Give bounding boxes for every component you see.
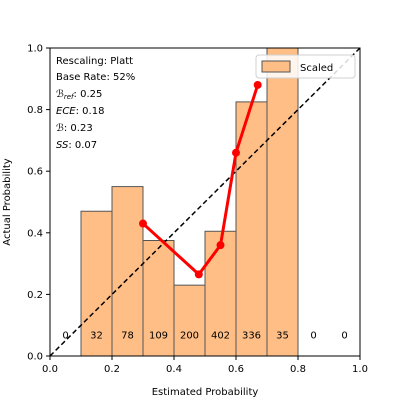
bar-bin-3 [142, 240, 175, 357]
bref-symbol: ℬ [56, 89, 64, 100]
bin-count-labels: 0 32 78 109 200 402 336 35 0 0 [62, 330, 347, 341]
bin-count-5: 402 [211, 330, 230, 341]
curve-point-2 [216, 241, 225, 250]
y-axis-ticks: 0.0 0.2 0.4 0.6 0.8 1.0 [27, 44, 50, 363]
ece-symbol: ECE [56, 106, 76, 117]
ece-value: : 0.18 [76, 106, 105, 117]
ss-symbol: SS [56, 140, 69, 151]
legend-swatch-scaled [261, 60, 291, 73]
x-tick-label-3: 0.6 [228, 364, 244, 375]
y-tick-label-1: 0.2 [27, 290, 43, 301]
legend-label-scaled: Scaled [300, 63, 333, 74]
bref-text: ℬref: 0.25 [56, 89, 102, 101]
curve-point-4 [253, 80, 262, 89]
diagonal-reference [49, 47, 361, 357]
base-rate-text: Base Rate: 52% [56, 72, 135, 83]
curve-point-3 [232, 148, 240, 157]
y-tick-label-5: 1.0 [27, 44, 43, 55]
bar-bin-4 [173, 284, 206, 357]
bar-bin-2 [111, 186, 144, 357]
diagonal-line [49, 47, 361, 357]
x-tick-label-4: 0.8 [290, 364, 306, 375]
y-axis-label: Actual Probability [2, 158, 13, 245]
x-tick-label-0: 0.0 [42, 364, 58, 375]
x-axis-ticks: 0.0 0.2 0.4 0.6 0.8 1.0 [42, 356, 368, 375]
x-axis-label: Estimated Probability [152, 387, 259, 398]
y-tick-label-2: 0.4 [27, 228, 43, 239]
brier-value: : 0.23 [64, 123, 93, 134]
bin-count-9: 0 [341, 330, 347, 341]
bin-count-3: 109 [149, 330, 168, 341]
bref-subscript: ref [64, 93, 75, 101]
bin-count-4: 200 [180, 330, 199, 341]
bref-value: : 0.25 [74, 89, 103, 100]
brier-symbol: ℬ [56, 123, 64, 134]
calibration-curve [139, 80, 262, 279]
bin-count-6: 336 [242, 330, 261, 341]
curve-point-1 [194, 270, 203, 279]
axes-frame [49, 47, 361, 357]
ece-text: ECE: 0.18 [56, 106, 104, 117]
histogram-bars [80, 47, 299, 357]
brier-text: ℬ: 0.23 [56, 123, 93, 134]
y-tick-label-3: 0.6 [27, 167, 43, 178]
x-tick-label-5: 1.0 [352, 364, 368, 375]
bin-count-8: 0 [310, 330, 316, 341]
curve-point-0 [139, 219, 147, 228]
x-tick-label-2: 0.4 [166, 364, 182, 375]
ss-value: : 0.07 [68, 140, 97, 151]
bin-count-2: 78 [121, 330, 134, 341]
bin-count-7: 35 [276, 330, 289, 341]
y-tick-label-0: 0.0 [27, 352, 43, 363]
bin-count-1: 32 [90, 330, 103, 341]
metrics-annotation: Rescaling: Platt Base Rate: 52% ℬref: 0.… [56, 56, 135, 151]
x-tick-label-1: 0.2 [104, 364, 120, 375]
bar-bin-7 [266, 47, 299, 357]
rescaling-text: Rescaling: Platt [56, 56, 133, 67]
bin-count-0: 0 [62, 330, 68, 341]
y-tick-label-4: 0.8 [27, 105, 43, 116]
ss-text: SS: 0.07 [56, 140, 97, 151]
bar-bin-1 [80, 210, 113, 357]
legend: Scaled [255, 54, 356, 79]
